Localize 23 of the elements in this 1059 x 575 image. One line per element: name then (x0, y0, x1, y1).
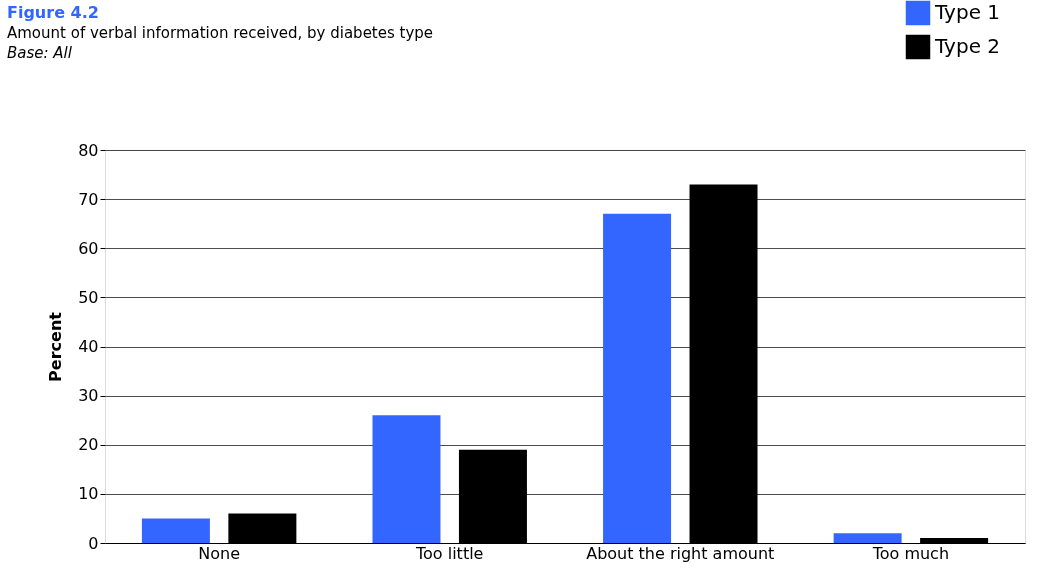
chart-subtitle: Amount of verbal information received, by diabetes type (7, 24, 434, 42)
y-tick-label: 10 (78, 484, 99, 504)
bar (833, 533, 902, 543)
bar (372, 415, 441, 543)
text: Base: All (7, 44, 73, 62)
y-tick-label: 0 (88, 533, 99, 553)
y-tick-label: 80 (78, 140, 99, 160)
y-tick-label: 20 (78, 435, 99, 455)
legend-label: Type 2 (934, 34, 1001, 58)
y-axis-title: Percent (46, 311, 66, 382)
x-tick-label: Too little (414, 543, 484, 563)
x-tick-label: About the right amount (586, 543, 775, 563)
y-tick-label: 70 (78, 189, 99, 209)
legend-label: Type 1 (934, 0, 1001, 24)
bar (603, 213, 672, 543)
y-tick-label: 50 (78, 287, 99, 307)
chart-title: Figure 4.2 (7, 3, 99, 22)
y-tick-label: 30 (78, 386, 99, 406)
y-tick-label: 60 (78, 238, 99, 258)
x-tick-label: None (198, 543, 241, 563)
bar (141, 518, 210, 543)
y-tick-label: 40 (78, 337, 99, 356)
x-tick-label: Too much (871, 543, 950, 563)
